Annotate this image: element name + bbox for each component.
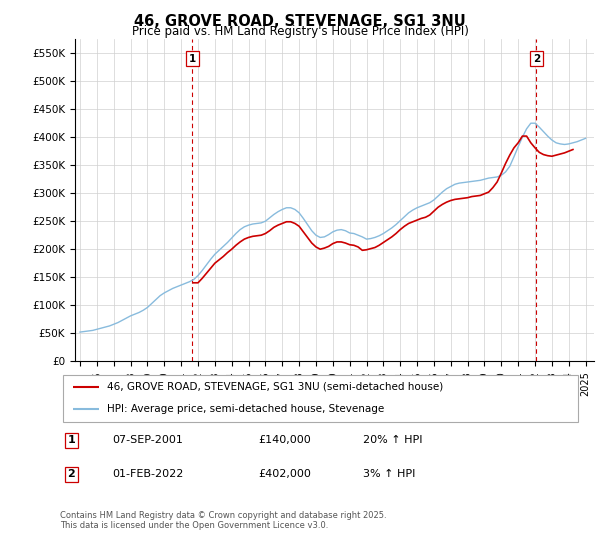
Text: 2: 2 — [68, 469, 76, 479]
Text: Price paid vs. HM Land Registry's House Price Index (HPI): Price paid vs. HM Land Registry's House … — [131, 25, 469, 38]
Text: 20% ↑ HPI: 20% ↑ HPI — [363, 435, 422, 445]
Text: 1: 1 — [68, 435, 76, 445]
Text: 01-FEB-2022: 01-FEB-2022 — [112, 469, 184, 479]
FancyBboxPatch shape — [62, 375, 578, 422]
Text: Contains HM Land Registry data © Crown copyright and database right 2025.
This d: Contains HM Land Registry data © Crown c… — [60, 511, 386, 530]
Text: 2: 2 — [533, 54, 540, 64]
Text: 46, GROVE ROAD, STEVENAGE, SG1 3NU (semi-detached house): 46, GROVE ROAD, STEVENAGE, SG1 3NU (semi… — [107, 382, 443, 392]
Text: £140,000: £140,000 — [259, 435, 311, 445]
Text: 07-SEP-2001: 07-SEP-2001 — [112, 435, 183, 445]
Text: £402,000: £402,000 — [259, 469, 311, 479]
Text: 1: 1 — [189, 54, 196, 64]
Text: HPI: Average price, semi-detached house, Stevenage: HPI: Average price, semi-detached house,… — [107, 404, 384, 414]
Text: 46, GROVE ROAD, STEVENAGE, SG1 3NU: 46, GROVE ROAD, STEVENAGE, SG1 3NU — [134, 14, 466, 29]
Text: 3% ↑ HPI: 3% ↑ HPI — [363, 469, 415, 479]
